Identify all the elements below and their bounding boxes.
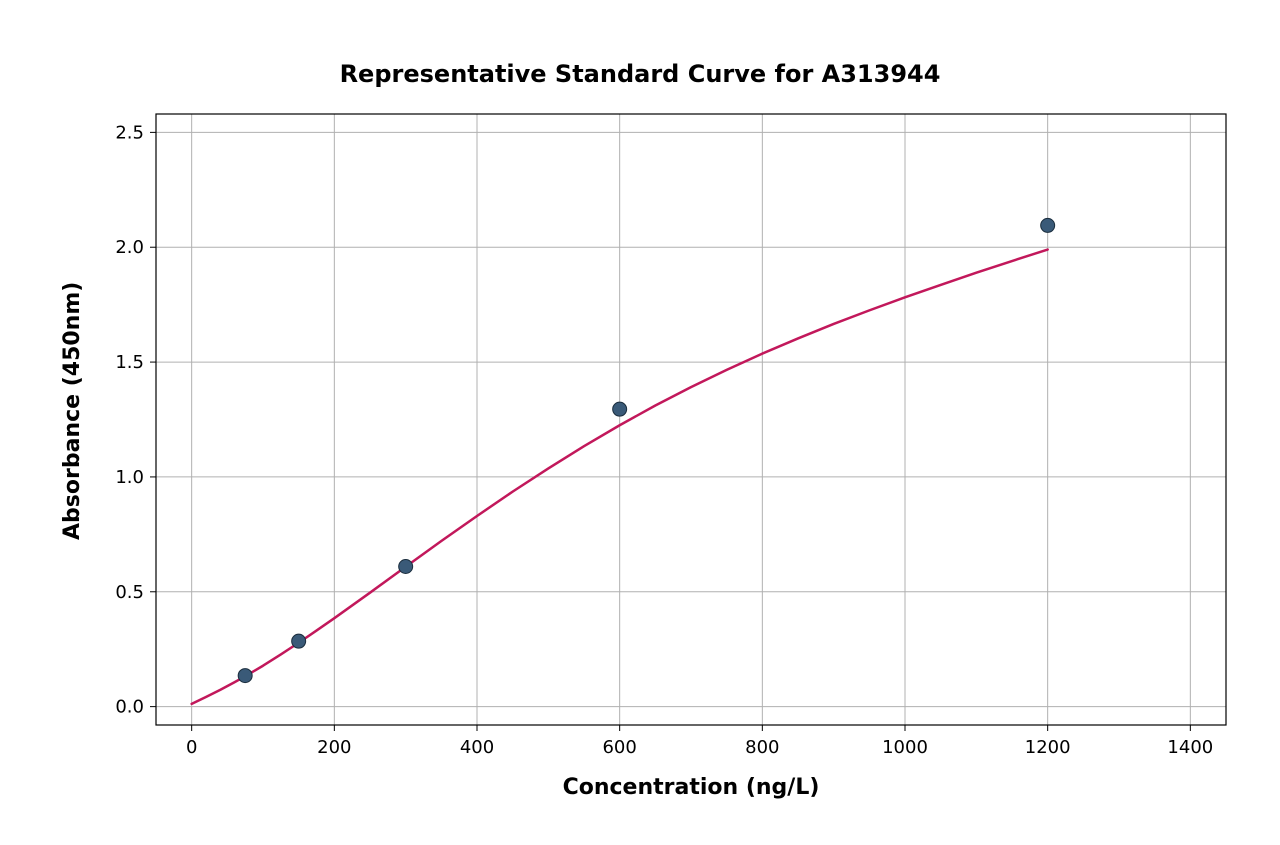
y-tick-label: 2.0 bbox=[115, 237, 144, 258]
x-tick-label: 1200 bbox=[1025, 737, 1071, 758]
data-point bbox=[399, 560, 413, 574]
x-tick-label: 1000 bbox=[882, 737, 928, 758]
x-tick-label: 400 bbox=[460, 737, 494, 758]
data-point bbox=[1041, 218, 1055, 232]
y-tick-label: 0.5 bbox=[115, 582, 144, 603]
x-tick-label: 1400 bbox=[1167, 737, 1213, 758]
data-point bbox=[613, 402, 627, 416]
x-tick-label: 800 bbox=[745, 737, 779, 758]
y-tick-label: 1.0 bbox=[115, 467, 144, 488]
x-tick-label: 600 bbox=[602, 737, 636, 758]
plot-svg: 0 200 400 600 800 1000 1200 1400 0.0 0.5 1.0 1.5 2.0… bbox=[0, 0, 1280, 845]
y-tick-label: 2.5 bbox=[115, 122, 144, 143]
data-point bbox=[292, 634, 306, 648]
data-point bbox=[238, 669, 252, 683]
x-tick-label: 0 bbox=[186, 737, 197, 758]
x-axis-label-text: Concentration (ng/L) bbox=[563, 775, 820, 800]
x-tick-label: 200 bbox=[317, 737, 351, 758]
chart-container: Representative Standard Curve for A31394… bbox=[0, 0, 1280, 845]
y-tick-label: 1.5 bbox=[115, 352, 144, 373]
x-axis-label: Concentration (ng/L) bbox=[156, 775, 1226, 800]
y-axis-label: Absorbance (450nm) bbox=[60, 282, 85, 540]
y-tick-label: 0.0 bbox=[115, 697, 144, 718]
y-axis-label-text: Absorbance (450nm) bbox=[60, 282, 85, 540]
